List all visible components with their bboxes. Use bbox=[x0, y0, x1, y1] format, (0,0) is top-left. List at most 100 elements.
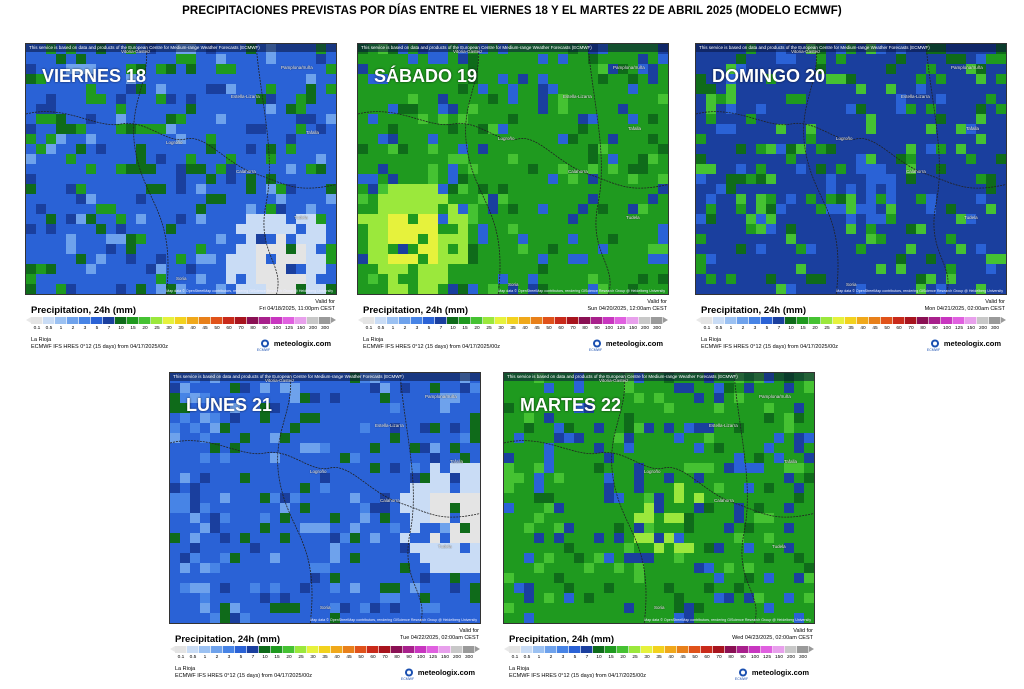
colorbar-tick: 50 bbox=[884, 326, 890, 331]
city-label: Vitoria-Gasteiz bbox=[599, 378, 629, 383]
colorbar-tick: 50 bbox=[692, 655, 698, 660]
legend-title: Precipitation, 24h (mm) bbox=[175, 634, 281, 645]
colorbar-tick: 35 bbox=[510, 326, 516, 331]
colorbar-swatch bbox=[509, 646, 521, 653]
region-name: La Rioja bbox=[31, 337, 52, 343]
city-label: Tudela bbox=[964, 215, 978, 220]
legend-title: Precipitation, 24h (mm) bbox=[701, 305, 807, 316]
ecmwf-logo-icon: ECMWF bbox=[257, 339, 271, 352]
city-label: Pamplona/Iruña bbox=[425, 394, 457, 399]
colorbar-swatch bbox=[689, 646, 701, 653]
colorbar-tick: 300 bbox=[798, 655, 807, 660]
city-label: Tudela bbox=[438, 544, 452, 549]
colorbar-tick: 10 bbox=[118, 326, 124, 331]
ecmwf-disclaimer: This service is based on data and produc… bbox=[504, 373, 814, 381]
meteologix-logo-text: meteologix.com bbox=[751, 668, 809, 677]
map-attribution: Map data © OpenStreetMap contributors, r… bbox=[498, 289, 665, 293]
city-label: Logroño bbox=[498, 136, 515, 141]
colorbar-tick: 30 bbox=[310, 655, 316, 660]
colorbar-swatch bbox=[737, 317, 749, 324]
page-title: PRECIPITACIONES PREVISTAS POR DÍAS ENTRE… bbox=[182, 5, 842, 17]
colorbar-swatch bbox=[247, 317, 259, 324]
city-label: Soria bbox=[508, 282, 519, 287]
valid-for-label: Valid for bbox=[793, 628, 813, 634]
colorbar-tick: 30 bbox=[166, 326, 172, 331]
colorbar-tick: 150 bbox=[296, 326, 305, 331]
colorbar-swatch bbox=[363, 317, 375, 324]
colorbar-tick: 300 bbox=[652, 326, 661, 331]
colorbar-tick: 1 bbox=[203, 655, 207, 660]
colorbar-swatch bbox=[295, 317, 307, 324]
valid-for-label: Valid for bbox=[647, 299, 667, 305]
colorbar-min-arrow bbox=[358, 317, 363, 323]
colorbar-swatch bbox=[893, 317, 905, 324]
city-label: Logroño bbox=[644, 469, 661, 474]
colorbar-tick: 1 bbox=[59, 326, 63, 331]
colorbar-swatch bbox=[435, 317, 447, 324]
valid-for-label: Valid for bbox=[315, 299, 335, 305]
colorbar-swatch bbox=[259, 317, 271, 324]
precipitation-map: This service is based on data and produc… bbox=[169, 372, 481, 624]
colorbar-swatch bbox=[199, 317, 211, 324]
meteologix-logo[interactable]: ECMWF meteologix.com bbox=[735, 668, 809, 681]
legend-title: Precipitation, 24h (mm) bbox=[31, 305, 137, 316]
colorbar-swatch bbox=[845, 317, 857, 324]
colorbar-tick: 150 bbox=[774, 655, 783, 660]
colorbar-tick: 0.1 bbox=[703, 326, 711, 331]
valid-for: Valid for Fri 04/18/2025, 11:00pm CEST bbox=[259, 299, 335, 312]
colorbar bbox=[31, 317, 331, 324]
colorbar-tick: 25 bbox=[824, 326, 830, 331]
colorbar-swatch bbox=[977, 317, 989, 324]
colorbar-swatch bbox=[187, 317, 199, 324]
colorbar-swatch bbox=[833, 317, 845, 324]
map-attribution: Map data © OpenStreetMap contributors, r… bbox=[836, 289, 1003, 293]
colorbar-max-arrow bbox=[331, 317, 336, 323]
colorbar-swatch bbox=[387, 317, 399, 324]
colorbar-swatch bbox=[809, 317, 821, 324]
colorbar-tick: 30 bbox=[498, 326, 504, 331]
colorbar-swatch bbox=[271, 317, 283, 324]
city-label: Logroño bbox=[310, 469, 327, 474]
colorbar-swatch bbox=[627, 317, 639, 324]
colorbar-swatch bbox=[665, 646, 677, 653]
colorbar-tick: 7 bbox=[439, 326, 443, 331]
valid-for-time: Tue 04/22/2025, 02:00am CEST bbox=[400, 634, 479, 641]
city-label: Soria bbox=[654, 605, 665, 610]
colorbar-tick: 60 bbox=[558, 326, 564, 331]
meteologix-logo[interactable]: ECMWF meteologix.com bbox=[927, 339, 1001, 352]
forecast-panel-4: This service is based on data and produc… bbox=[169, 372, 481, 683]
colorbar-swatch bbox=[199, 646, 211, 653]
colorbar-tick: 10 bbox=[262, 655, 268, 660]
colorbar-swatch bbox=[447, 317, 459, 324]
colorbar-swatch bbox=[761, 646, 773, 653]
city-label: Tudela bbox=[772, 544, 786, 549]
meteologix-logo[interactable]: ECMWF meteologix.com bbox=[257, 339, 331, 352]
meteologix-logo[interactable]: ECMWF meteologix.com bbox=[401, 668, 475, 681]
colorbar-swatch bbox=[483, 317, 495, 324]
colorbar-swatch bbox=[187, 646, 199, 653]
city-label: Pamplona/Iruña bbox=[951, 65, 983, 70]
meteologix-logo[interactable]: ECMWF meteologix.com bbox=[589, 339, 663, 352]
colorbar-tick: 45 bbox=[346, 655, 352, 660]
precipitation-map: This service is based on data and produc… bbox=[25, 43, 337, 295]
ecmwf-logo-text: ECMWF bbox=[400, 677, 415, 681]
colorbar-swatch bbox=[175, 317, 187, 324]
colorbar-tick: 25 bbox=[486, 326, 492, 331]
colorbar-tick: 90 bbox=[932, 326, 938, 331]
colorbar-swatch bbox=[223, 646, 235, 653]
colorbar-swatch bbox=[761, 317, 773, 324]
meteologix-logo-text: meteologix.com bbox=[943, 339, 1001, 348]
colorbar-tick: 0.5 bbox=[715, 326, 723, 331]
colorbar-tick: 60 bbox=[704, 655, 710, 660]
meteologix-logo-text: meteologix.com bbox=[417, 668, 475, 677]
colorbar-tick: 300 bbox=[990, 326, 999, 331]
colorbar-tick: 70 bbox=[382, 655, 388, 660]
city-label: Vitoria-Gasteiz bbox=[453, 49, 483, 54]
colorbar-tick: 50 bbox=[546, 326, 552, 331]
colorbar-tick: 90 bbox=[594, 326, 600, 331]
forecast-panel-1: This service is based on data and produc… bbox=[25, 43, 337, 354]
meteologix-logo-text: meteologix.com bbox=[605, 339, 663, 348]
colorbar-tick: 40 bbox=[522, 326, 528, 331]
colorbar-min-arrow bbox=[170, 646, 175, 652]
colorbar-swatch bbox=[629, 646, 641, 653]
